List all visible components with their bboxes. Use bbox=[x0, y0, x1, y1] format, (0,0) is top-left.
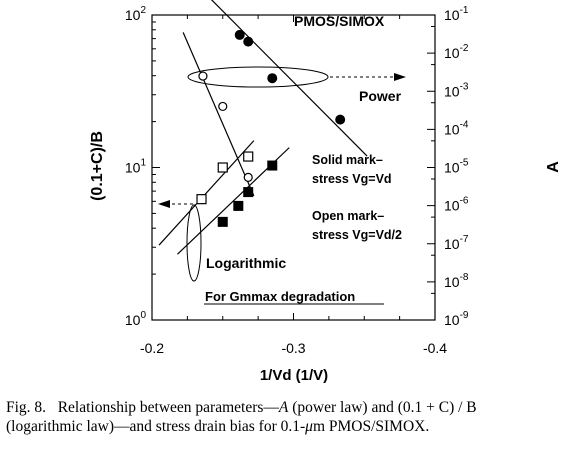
filled-square-point bbox=[267, 160, 278, 171]
x-tick-label: -0.4 bbox=[423, 340, 447, 356]
open-mark-stress-label: stress Vg=Vd/2 bbox=[312, 228, 402, 242]
chart-title: PMOS/SIMOX bbox=[294, 13, 385, 29]
caption-text-1: Relationship between parameters— bbox=[57, 399, 279, 416]
right-tick-label: 10-1 bbox=[444, 5, 469, 23]
filled-circle-point bbox=[267, 73, 278, 84]
chart: -0.2 -0.3 -0.4 100 101 102 10-1 10-2 10-3 10-4 10-… bbox=[89, 0, 562, 384]
caption-text-4: m PMOS/SIMOX. bbox=[312, 418, 430, 435]
power-arrow-head bbox=[394, 73, 406, 81]
logarithmic-arrow-head bbox=[158, 200, 170, 208]
filled-circle-point bbox=[335, 114, 346, 125]
left-axis-label: (0.1+C)/B bbox=[89, 131, 106, 201]
open-square-point bbox=[196, 194, 207, 205]
solid-mark-stress-label: stress Vg=Vd bbox=[312, 172, 392, 186]
open-circle-point bbox=[198, 71, 208, 81]
data-marks bbox=[196, 29, 346, 227]
logarithmic-label: Logarithmic bbox=[206, 255, 286, 271]
left-tick-label: 102 bbox=[125, 5, 147, 23]
right-tick-label: 10-2 bbox=[444, 43, 469, 61]
filled-circle-point bbox=[234, 29, 245, 40]
filled-square-point bbox=[243, 187, 254, 198]
x-tick-label: -0.3 bbox=[281, 340, 305, 356]
open-square-point bbox=[217, 162, 228, 173]
right-tick-label: 10-7 bbox=[444, 234, 469, 252]
annotations: PMOS/SIMOX Power Logarithmic Solid mark–… bbox=[158, 13, 406, 305]
tick-labels: -0.2 -0.3 -0.4 100 101 102 10-1 10-2 10-3 10-4 10-… bbox=[125, 5, 469, 356]
caption-text-3: (logarithmic law)—and stress drain bias … bbox=[6, 418, 306, 435]
plot-frame bbox=[151, 14, 436, 321]
right-tick-label: 10-6 bbox=[444, 196, 469, 214]
right-axis-label: A bbox=[545, 161, 562, 173]
open-circle-point bbox=[218, 101, 228, 112]
caption-text-2: (power law) and bbox=[288, 399, 398, 416]
caption-fig-label: Fig. 8. bbox=[6, 399, 47, 416]
x-tick-label: -0.2 bbox=[140, 340, 164, 356]
right-tick-label: 10-5 bbox=[444, 158, 469, 176]
plot-border bbox=[151, 14, 436, 321]
open-circle-point bbox=[243, 172, 253, 182]
x-axis-label: 1/Vd (1/V) bbox=[260, 367, 328, 384]
figure-caption: Fig. 8. Relationship between parameters—… bbox=[6, 398, 580, 436]
right-tick-label: 10-4 bbox=[444, 119, 469, 137]
open-mark-label: Open mark– bbox=[312, 209, 384, 223]
right-tick-label: 10-8 bbox=[444, 272, 469, 290]
open-square-point bbox=[243, 151, 254, 162]
caption-expression: (0.1 + C) / B bbox=[397, 399, 477, 416]
logarithmic-ellipse bbox=[186, 204, 202, 282]
left-tick-label: 101 bbox=[125, 158, 147, 176]
filled-square-point bbox=[233, 200, 244, 211]
fit-line-1 bbox=[182, 32, 255, 197]
power-ellipse bbox=[187, 66, 329, 88]
fit-line-2 bbox=[158, 140, 255, 246]
left-tick-label: 100 bbox=[125, 310, 147, 328]
filled-circle-point bbox=[243, 36, 254, 47]
axis-ticks bbox=[151, 14, 436, 321]
filled-square-point bbox=[217, 216, 228, 227]
solid-mark-label: Solid mark– bbox=[312, 153, 383, 167]
power-label: Power bbox=[359, 88, 402, 104]
degradation-label: For Gmmax degradation bbox=[205, 289, 355, 304]
caption-var-a: A bbox=[278, 399, 289, 416]
right-tick-label: 10-3 bbox=[444, 81, 469, 99]
caption-mu: μ bbox=[305, 418, 313, 435]
right-tick-label: 10-9 bbox=[444, 310, 469, 328]
fit-line-0 bbox=[210, 0, 368, 157]
